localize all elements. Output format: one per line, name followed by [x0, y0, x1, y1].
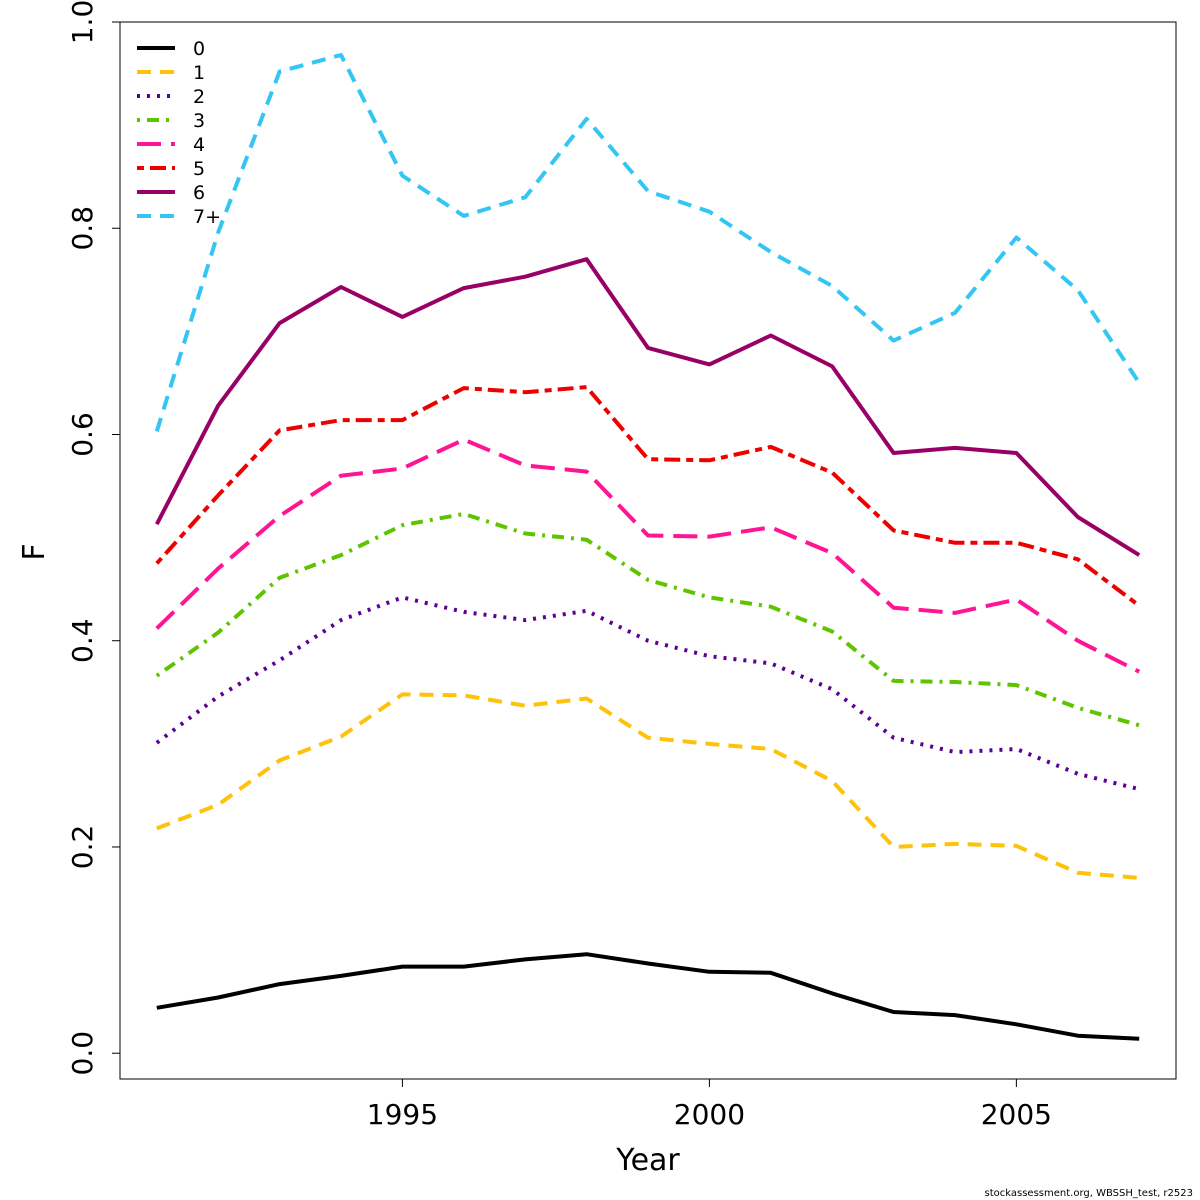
series-line-0 [156, 952, 1140, 1041]
y-axis: 0.0 0.2 0.4 0.6 0.8 1.0 [66, 0, 120, 1075]
legend-label-7: 7+ [193, 206, 221, 228]
legend-label-6: 6 [193, 182, 205, 204]
y-tick-label: 0.4 [66, 618, 99, 663]
plot-frame [119, 21, 1177, 1080]
series-lines [154, 53, 1141, 1041]
x-tick-label: 1995 [367, 1098, 438, 1131]
series-line-2 [155, 595, 1140, 792]
legend-label-5: 5 [193, 158, 205, 180]
y-tick-label: 0.8 [66, 206, 99, 251]
series-line-3 [155, 511, 1140, 728]
legend-label-0: 0 [193, 38, 205, 60]
legend-label-4: 4 [193, 134, 205, 156]
footer-credit: stockassessment.org, WBSSH_test, r2523 [985, 1188, 1193, 1199]
x-tick-label: 2005 [981, 1098, 1052, 1131]
series-line-7 [154, 53, 1141, 432]
y-tick-label: 1.0 [66, 0, 99, 44]
legend-label-2: 2 [193, 86, 205, 108]
x-axis-title: Year [615, 1143, 680, 1178]
legend-label-1: 1 [193, 62, 205, 84]
x-axis: 1995 2000 2005 [367, 1079, 1052, 1131]
series-line-1 [156, 692, 1140, 880]
legend-label-3: 3 [193, 110, 205, 132]
series-line-6 [155, 257, 1141, 557]
y-tick-label: 0.6 [66, 412, 99, 457]
series-line-5 [155, 385, 1141, 608]
y-axis-title: F [17, 543, 52, 560]
x-tick-label: 2000 [674, 1098, 745, 1131]
series-line-4 [155, 437, 1141, 674]
y-tick-label: 0.2 [66, 825, 99, 870]
y-tick-label: 0.0 [66, 1031, 99, 1076]
